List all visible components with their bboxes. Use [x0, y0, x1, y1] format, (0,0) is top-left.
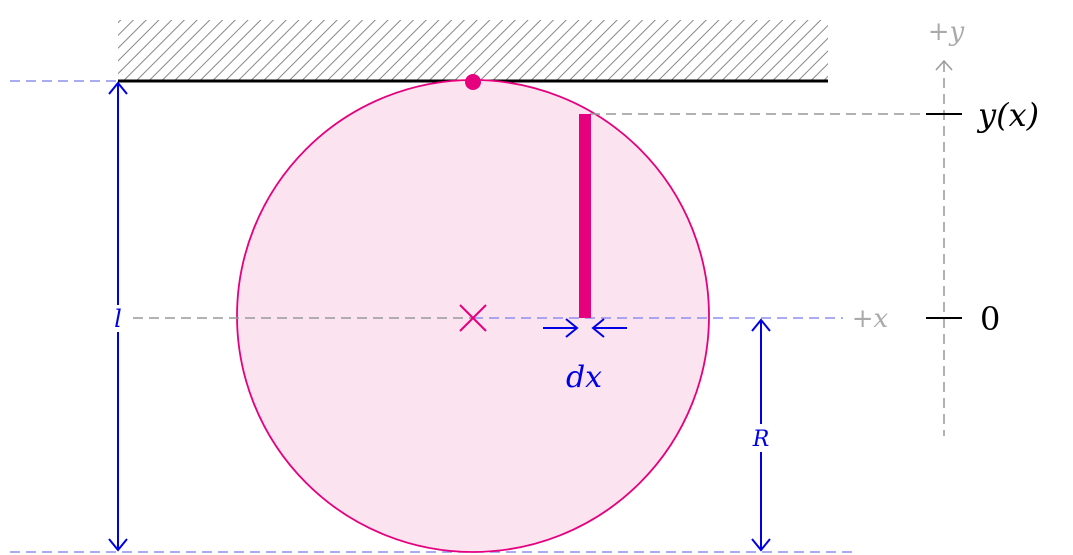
vertical-strip [579, 114, 591, 318]
dx-arrows [543, 318, 627, 338]
radius-label: R [752, 427, 770, 452]
length-label: l [114, 305, 122, 333]
length-dimension [108, 81, 128, 552]
plus-y-label: +y [928, 17, 965, 47]
y-axis-arrowhead [935, 59, 953, 71]
y-of-x-label: y(x) [976, 96, 1039, 134]
zero-label: 0 [980, 300, 1000, 338]
cross-mark-icon [459, 304, 487, 332]
disk [236, 79, 710, 553]
radius-dimension [751, 318, 771, 552]
pivot-dot-icon [465, 74, 481, 90]
plus-x-label: +x [852, 304, 889, 334]
ceiling-support [118, 20, 828, 83]
ceiling-hatch [118, 20, 828, 81]
dx-label: dx [566, 360, 602, 395]
y-axis [926, 59, 962, 436]
